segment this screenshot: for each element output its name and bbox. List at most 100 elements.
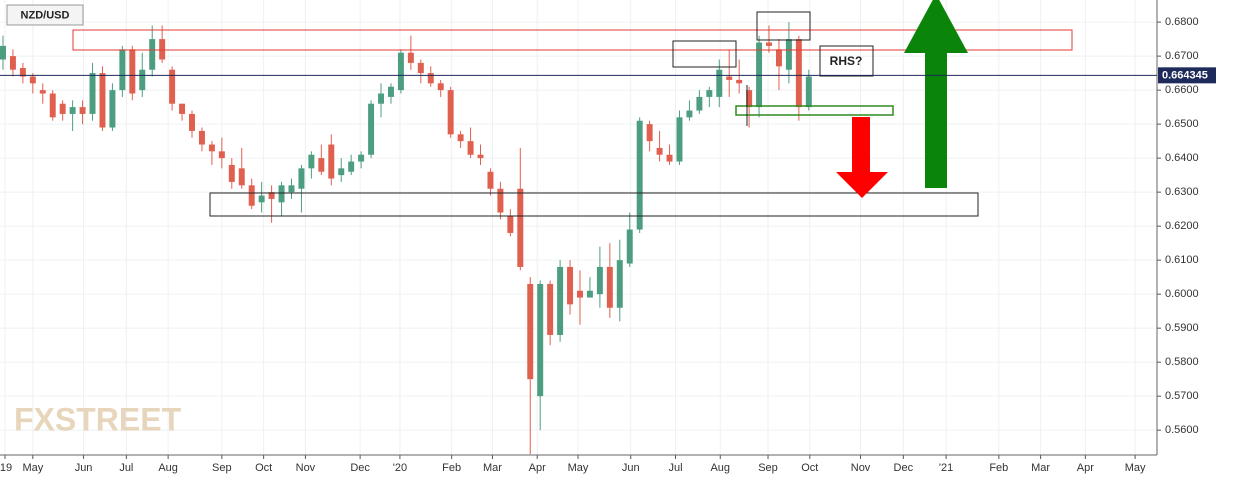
y-tick-label: 0.6300 [1165, 186, 1199, 198]
candle-body [298, 168, 305, 189]
y-tick-label: 0.6600 [1165, 84, 1199, 96]
candle-body [726, 76, 733, 80]
candle-body [507, 215, 514, 233]
candle-body [348, 161, 355, 172]
candle-body [676, 117, 683, 162]
down-arrow-head [836, 172, 888, 198]
candle-body [49, 93, 56, 118]
y-tick-label: 0.6400 [1165, 152, 1199, 164]
candle-body [656, 147, 663, 155]
x-tick-label: Nov [851, 462, 871, 474]
candle-body [437, 83, 444, 91]
x-tick-label: Jul [119, 462, 133, 474]
candle-body [785, 39, 792, 70]
symbol-box [6, 4, 84, 26]
price-label: 0.664345 [1162, 70, 1208, 82]
candle-body [666, 154, 673, 162]
candle-body [577, 290, 583, 298]
watermark: FXSTREET [14, 401, 182, 437]
candle-body [318, 158, 325, 172]
x-tick-label: '20 [393, 462, 407, 474]
x-tick-label: Jun [622, 462, 640, 474]
candle-body [646, 124, 653, 142]
candle-body [616, 260, 623, 308]
y-tick-label: 0.5700 [1165, 390, 1199, 402]
candle-body [9, 56, 16, 70]
x-tick-label: Nov [296, 462, 316, 474]
candle-body [477, 154, 484, 159]
candles [0, 22, 812, 454]
candle-body [19, 68, 26, 77]
y-tick-label: 0.5800 [1165, 356, 1199, 368]
candle-body [736, 79, 743, 84]
candle-body [537, 283, 544, 397]
candle-body [696, 96, 703, 111]
candle-body [775, 49, 782, 67]
y-tick-label: 0.5900 [1165, 322, 1199, 334]
candle-body [159, 39, 166, 60]
candle-body [567, 266, 574, 305]
symbol: NZD/USD [21, 9, 70, 21]
up-arrow [925, 50, 947, 188]
x-tick-label: Mar [483, 462, 502, 474]
x-tick-label: May [1125, 462, 1146, 474]
candle-body [378, 93, 385, 104]
candle-body [79, 107, 86, 114]
candle-body [228, 164, 235, 182]
candle-body [248, 185, 255, 206]
x-tick-label: Aug [158, 462, 178, 474]
candle-body [706, 90, 713, 97]
candle-body [119, 49, 126, 91]
annotation: RHS? [830, 54, 863, 68]
candle-body [626, 229, 633, 264]
candle-body [397, 52, 404, 91]
candle-body [746, 90, 753, 108]
candle-body [716, 69, 723, 97]
resistance-zone [72, 29, 1073, 51]
candle-body [288, 185, 295, 193]
y-tick-label: 0.6700 [1165, 50, 1199, 62]
candle-body [338, 168, 345, 176]
x-tick-label: Sep [212, 462, 232, 474]
x-tick-label: Sep [758, 462, 778, 474]
x-tick-label: Dec [894, 462, 914, 474]
y-tick-label: 0.6000 [1165, 288, 1199, 300]
price-label-bg [1158, 67, 1216, 84]
candle-body [278, 185, 285, 203]
candle-body [0, 45, 6, 60]
drawings [72, 0, 1073, 217]
box [819, 45, 874, 77]
candle-body [596, 266, 603, 295]
candle-body [557, 266, 564, 335]
candle-body [238, 168, 245, 186]
candle-body [417, 62, 424, 74]
candle-body [586, 290, 593, 298]
candle-body [457, 134, 464, 142]
x-tick-label: Jul [668, 462, 682, 474]
x-tick-label: '19 [0, 462, 12, 474]
candle-body [149, 39, 156, 70]
x-tick-label: Jun [75, 462, 93, 474]
grid-layer [0, 0, 1157, 455]
y-tick-label: 0.6500 [1165, 118, 1199, 130]
candle-body [517, 188, 524, 267]
x-tick-label: Oct [255, 462, 272, 474]
box [756, 11, 811, 41]
candle-body [208, 144, 215, 152]
x-tick-label: Aug [710, 462, 730, 474]
candle-body [258, 195, 265, 203]
x-tick-label: Apr [1077, 462, 1094, 474]
x-tick-label: Feb [442, 462, 461, 474]
candle-body [189, 113, 195, 131]
candle-body [29, 76, 36, 84]
x-tick-label: May [22, 462, 43, 474]
candle-body [328, 144, 335, 179]
y-tick-label: 0.6200 [1165, 220, 1199, 232]
neckline-box [735, 105, 894, 116]
candle-body [387, 86, 394, 97]
candle-body [636, 120, 643, 230]
down-arrow [852, 117, 870, 173]
y-tick-label: 0.5600 [1165, 424, 1199, 436]
candle-body [169, 69, 176, 104]
